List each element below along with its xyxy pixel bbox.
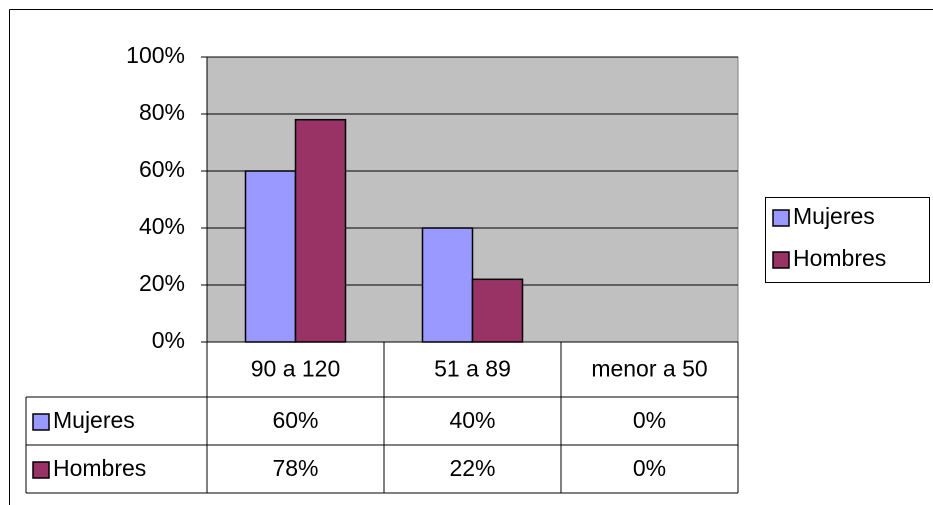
table-row-label: Hombres xyxy=(53,455,146,481)
x-tick-label: 51 a 89 xyxy=(434,356,511,382)
legend-label: Mujeres xyxy=(793,203,875,229)
table-cell: 60% xyxy=(272,407,318,433)
x-tick-label: 90 a 120 xyxy=(251,356,341,382)
legend xyxy=(765,197,930,283)
legend-key xyxy=(772,209,790,227)
legend-key xyxy=(32,461,50,479)
bar xyxy=(421,227,474,343)
y-tick-label: 100% xyxy=(126,42,185,68)
table-row-label: Mujeres xyxy=(53,407,135,433)
table-cell: 0% xyxy=(633,407,666,433)
y-tick-label: 40% xyxy=(139,213,185,239)
y-tick-label: 20% xyxy=(139,270,185,296)
bar xyxy=(471,278,524,343)
bar xyxy=(244,170,297,343)
y-tick-label: 80% xyxy=(139,99,185,125)
legend-key xyxy=(772,251,790,269)
x-tick-label: menor a 50 xyxy=(591,356,707,382)
table-cell: 22% xyxy=(449,455,495,481)
legend-label: Hombres xyxy=(793,245,886,271)
legend-key xyxy=(32,413,50,431)
y-tick-label: 60% xyxy=(139,156,185,182)
table-cell: 0% xyxy=(633,455,666,481)
table-cell: 40% xyxy=(449,407,495,433)
bar xyxy=(294,118,347,343)
y-tick-label: 0% xyxy=(152,327,185,353)
table-cell: 78% xyxy=(272,455,318,481)
